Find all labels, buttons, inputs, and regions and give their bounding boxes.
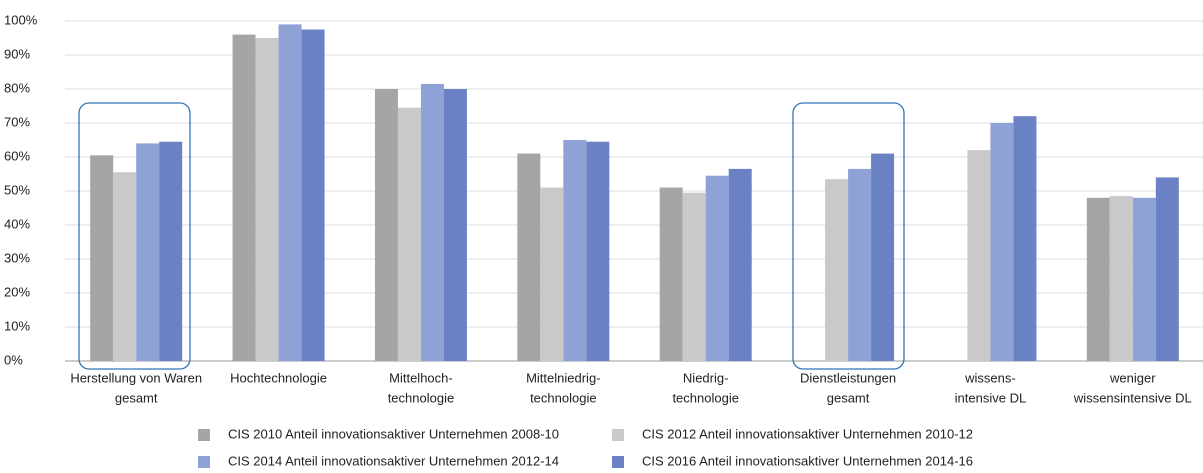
bar — [659, 187, 683, 361]
legend-swatch — [198, 429, 210, 441]
x-tick-label: intensive DL — [955, 390, 1027, 405]
legend-swatch — [612, 429, 624, 441]
legend-swatch — [612, 456, 624, 468]
bar — [301, 29, 325, 361]
x-tick-label: Niedrig- — [683, 370, 729, 385]
bar — [113, 172, 137, 361]
x-tick-label: Mittelniedrig- — [526, 370, 600, 385]
bar — [871, 153, 895, 361]
bar — [278, 24, 302, 362]
y-tick-label: 50% — [4, 182, 30, 197]
y-tick-label: 30% — [4, 250, 30, 265]
bar — [443, 89, 467, 361]
bar — [540, 187, 564, 361]
bar — [232, 34, 256, 361]
y-tick-label: 10% — [4, 318, 30, 333]
x-tick-label: wissens- — [964, 370, 1016, 385]
legend-label: CIS 2016 Anteil innovationsaktiver Unter… — [642, 453, 973, 468]
bar — [517, 153, 541, 361]
bar — [1155, 177, 1179, 361]
bar — [1013, 116, 1037, 361]
x-tick-label: technologie — [388, 390, 455, 405]
bar — [825, 179, 849, 361]
y-tick-label: 80% — [4, 80, 30, 95]
highlight-box — [78, 102, 191, 370]
highlight-box — [792, 102, 905, 370]
bar — [255, 38, 279, 361]
bar — [990, 123, 1014, 361]
legend-label: CIS 2010 Anteil innovationsaktiver Unter… — [228, 426, 559, 441]
bar — [728, 168, 752, 361]
x-tick-label: gesamt — [115, 390, 158, 405]
bar — [374, 89, 398, 361]
bar — [420, 83, 444, 362]
x-tick-label: technologie — [530, 390, 597, 405]
y-tick-label: 70% — [4, 114, 30, 129]
legend-label: CIS 2014 Anteil innovationsaktiver Unter… — [228, 453, 559, 468]
bar — [1086, 197, 1110, 361]
x-tick-label: wissensintensive DL — [1073, 390, 1192, 405]
bar — [90, 155, 114, 361]
y-tick-label: 90% — [4, 46, 30, 61]
y-tick-label: 40% — [4, 216, 30, 231]
legend-label: CIS 2012 Anteil innovationsaktiver Unter… — [642, 426, 973, 441]
bar — [1132, 197, 1156, 361]
bar — [967, 150, 991, 361]
x-tick-label: Hochtechnologie — [230, 370, 327, 385]
bar — [159, 141, 183, 361]
x-tick-label: Herstellung von Waren — [70, 370, 202, 385]
bar — [1109, 196, 1133, 361]
y-tick-label: 0% — [4, 352, 23, 367]
y-tick-label: 20% — [4, 284, 30, 299]
bar — [136, 143, 160, 361]
x-tick-label: gesamt — [827, 390, 870, 405]
y-tick-label: 60% — [4, 148, 30, 163]
y-tick-label: 100% — [4, 12, 38, 27]
bar — [705, 175, 729, 361]
bar — [563, 140, 587, 361]
bar — [586, 141, 610, 361]
bar — [848, 168, 872, 361]
bar — [682, 192, 706, 361]
x-tick-label: Dienstleistungen — [800, 370, 896, 385]
x-tick-label: weniger — [1109, 370, 1156, 385]
legend-swatch — [198, 456, 210, 468]
bar — [397, 107, 421, 361]
x-tick-label: Mittelhoch- — [389, 370, 453, 385]
x-tick-label: technologie — [672, 390, 739, 405]
